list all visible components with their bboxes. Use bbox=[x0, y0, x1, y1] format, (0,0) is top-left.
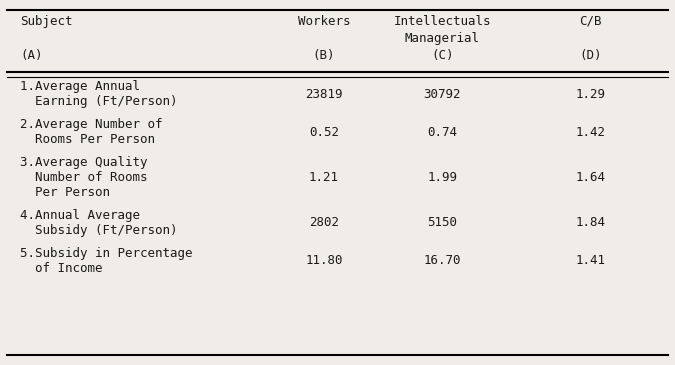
Text: Per Person: Per Person bbox=[20, 186, 110, 199]
Text: Earning (Ft/Person): Earning (Ft/Person) bbox=[20, 95, 178, 108]
Text: 0.52: 0.52 bbox=[309, 126, 339, 138]
Text: 3.Average Quality: 3.Average Quality bbox=[20, 156, 148, 169]
Text: Intellectuals: Intellectuals bbox=[394, 15, 491, 28]
Text: (B): (B) bbox=[313, 49, 335, 62]
Text: Number of Rooms: Number of Rooms bbox=[20, 171, 148, 184]
Text: 1.21: 1.21 bbox=[309, 171, 339, 184]
Text: Rooms Per Person: Rooms Per Person bbox=[20, 133, 155, 146]
Text: 1.64: 1.64 bbox=[576, 171, 605, 184]
Text: 5150: 5150 bbox=[427, 216, 457, 230]
Text: Managerial: Managerial bbox=[404, 32, 480, 45]
Text: 1.84: 1.84 bbox=[576, 216, 605, 230]
Text: Subsidy (Ft/Person): Subsidy (Ft/Person) bbox=[20, 224, 178, 237]
Text: 16.70: 16.70 bbox=[423, 254, 461, 268]
Text: of Income: of Income bbox=[20, 262, 103, 275]
Text: 1.Average Annual: 1.Average Annual bbox=[20, 80, 140, 93]
Text: 1.41: 1.41 bbox=[576, 254, 605, 268]
Text: 23819: 23819 bbox=[305, 88, 343, 100]
Text: 2802: 2802 bbox=[309, 216, 339, 230]
Text: (C): (C) bbox=[431, 49, 454, 62]
Text: Subject: Subject bbox=[20, 15, 73, 28]
Text: 1.42: 1.42 bbox=[576, 126, 605, 138]
Text: 2.Average Number of: 2.Average Number of bbox=[20, 118, 163, 131]
Text: C/B: C/B bbox=[579, 15, 602, 28]
Text: 11.80: 11.80 bbox=[305, 254, 343, 268]
Text: 1.29: 1.29 bbox=[576, 88, 605, 100]
Text: 0.74: 0.74 bbox=[427, 126, 457, 138]
Text: Workers: Workers bbox=[298, 15, 350, 28]
Text: 4.Annual Average: 4.Annual Average bbox=[20, 209, 140, 222]
Text: 1.99: 1.99 bbox=[427, 171, 457, 184]
Text: (A): (A) bbox=[20, 49, 43, 62]
Text: 30792: 30792 bbox=[423, 88, 461, 100]
Text: (D): (D) bbox=[579, 49, 602, 62]
Text: 5.Subsidy in Percentage: 5.Subsidy in Percentage bbox=[20, 247, 193, 260]
